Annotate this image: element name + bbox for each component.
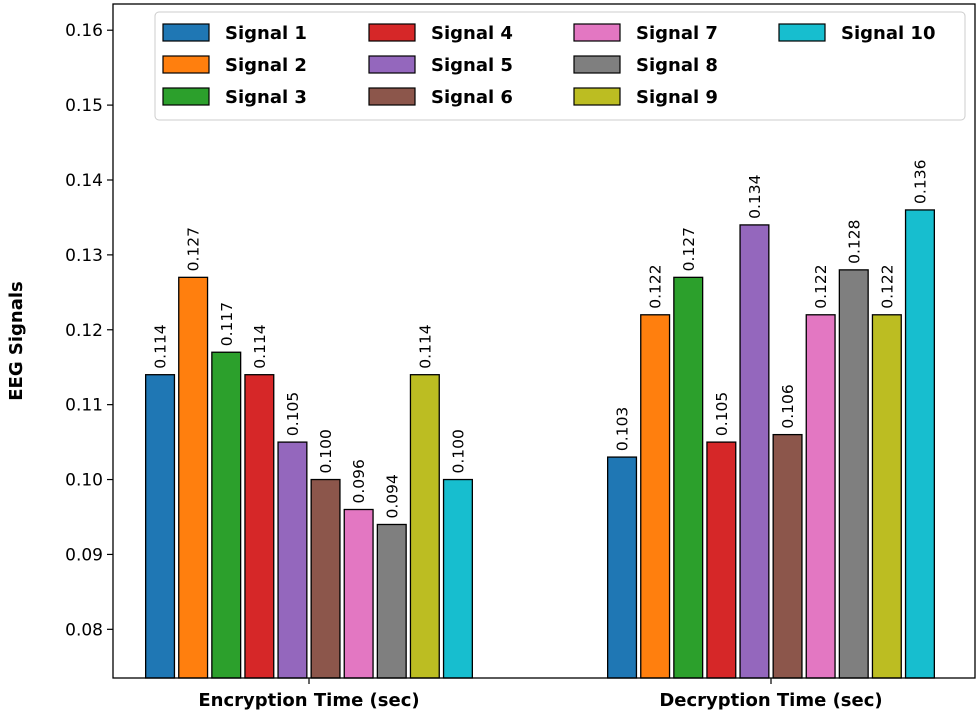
data-label: 0.105 bbox=[284, 392, 302, 436]
y-axis: 0.08 0.09 0.10 0.11 0.12 0.13 0.14 0.15 0.16 bbox=[65, 21, 113, 640]
data-label: 0.122 bbox=[878, 264, 896, 308]
bar-signal-4-group-2 bbox=[706, 441, 737, 679]
x-category-label: Decryption Time (sec) bbox=[659, 690, 882, 711]
y-axis-label: EEG Signals bbox=[6, 281, 27, 401]
data-label: 0.127 bbox=[185, 227, 203, 271]
legend-swatch bbox=[368, 23, 416, 42]
bar-signal-8-group-1 bbox=[376, 523, 407, 679]
bar-signal-3-group-2 bbox=[673, 276, 704, 679]
bar-signal-2-group-1 bbox=[178, 276, 209, 679]
data-label: 0.114 bbox=[416, 324, 434, 368]
bar-signal-6-group-2 bbox=[772, 433, 803, 679]
bar-signal-1-group-1 bbox=[144, 374, 176, 679]
legend-label: Signal 4 bbox=[431, 23, 513, 44]
data-label: 0.127 bbox=[680, 227, 698, 271]
bar-signal-9-group-2 bbox=[871, 314, 902, 679]
plot-frame bbox=[112, 3, 976, 679]
data-label: 0.100 bbox=[449, 429, 467, 473]
data-label: 0.103 bbox=[614, 407, 632, 451]
data-label: 0.105 bbox=[713, 392, 731, 436]
data-label: 0.114 bbox=[251, 324, 269, 368]
legend-label: Signal 9 bbox=[636, 87, 718, 108]
data-label: 0.128 bbox=[845, 219, 863, 263]
data-label: 0.122 bbox=[647, 264, 665, 308]
y-tick-label: 0.16 bbox=[65, 21, 103, 41]
data-label: 0.136 bbox=[911, 160, 929, 204]
legend-frame bbox=[154, 11, 966, 121]
legend-label: Signal 6 bbox=[431, 87, 513, 108]
bar-signal-9-group-1 bbox=[409, 374, 440, 679]
legend-label: Signal 1 bbox=[225, 23, 307, 44]
y-tick-label: 0.12 bbox=[65, 321, 103, 341]
legend-swatch bbox=[162, 55, 210, 74]
legend-swatch bbox=[162, 23, 210, 42]
bar-signal-10-group-1 bbox=[442, 478, 473, 679]
data-labels-layer: 0.114 0.127 0.117 0.114 0.105 0.100 0.096 0.094… bbox=[152, 160, 930, 519]
legend-swatch bbox=[778, 23, 826, 42]
data-label: 0.100 bbox=[317, 429, 335, 473]
bar-signal-6-group-1 bbox=[310, 478, 341, 679]
x-category-label: Encryption Time (sec) bbox=[198, 690, 419, 711]
data-label: 0.114 bbox=[152, 324, 170, 368]
bar-signal-7-group-2 bbox=[805, 314, 836, 679]
bar-signal-7-group-1 bbox=[343, 508, 374, 679]
data-label: 0.106 bbox=[779, 384, 797, 428]
legend-label: Signal 10 bbox=[841, 23, 935, 44]
legend-swatch bbox=[368, 55, 416, 74]
y-tick-label: 0.15 bbox=[65, 96, 103, 116]
y-tick-label: 0.10 bbox=[65, 471, 103, 491]
x-axis: Encryption Time (sec) Decryption Time (se… bbox=[198, 678, 883, 711]
y-tick-label: 0.11 bbox=[65, 396, 103, 416]
y-tick-label: 0.14 bbox=[65, 171, 103, 191]
bar-signal-10-group-2 bbox=[904, 209, 935, 679]
data-label: 0.122 bbox=[812, 264, 830, 308]
data-label: 0.117 bbox=[218, 302, 236, 346]
legend-label: Signal 7 bbox=[636, 23, 718, 44]
legend-label: Signal 8 bbox=[636, 55, 718, 76]
legend-label: Signal 2 bbox=[225, 55, 307, 76]
legend: Signal 1 Signal 2 Signal 3 Signal 4 Signal 5… bbox=[154, 11, 966, 121]
legend-swatch bbox=[368, 87, 416, 106]
bar-signal-5-group-1 bbox=[277, 441, 308, 679]
bars-layer bbox=[144, 209, 935, 679]
legend-label: Signal 5 bbox=[431, 55, 513, 76]
y-tick-label: 0.08 bbox=[65, 620, 103, 640]
legend-label: Signal 3 bbox=[225, 87, 307, 108]
data-label: 0.134 bbox=[746, 175, 764, 219]
bar-signal-3-group-1 bbox=[211, 351, 242, 679]
y-tick-label: 0.13 bbox=[65, 246, 103, 266]
data-label: 0.094 bbox=[383, 474, 401, 518]
y-tick-label: 0.09 bbox=[65, 545, 103, 565]
legend-swatch bbox=[573, 55, 621, 74]
bar-signal-4-group-1 bbox=[244, 374, 275, 679]
legend-swatch bbox=[162, 87, 210, 106]
bar-signal-8-group-2 bbox=[838, 269, 869, 679]
bar-signal-2-group-2 bbox=[640, 314, 671, 679]
bar-signal-5-group-2 bbox=[739, 224, 770, 679]
data-label: 0.096 bbox=[350, 459, 368, 503]
legend-swatch bbox=[573, 87, 621, 106]
bar-signal-1-group-2 bbox=[607, 456, 638, 679]
legend-swatch bbox=[573, 23, 621, 42]
